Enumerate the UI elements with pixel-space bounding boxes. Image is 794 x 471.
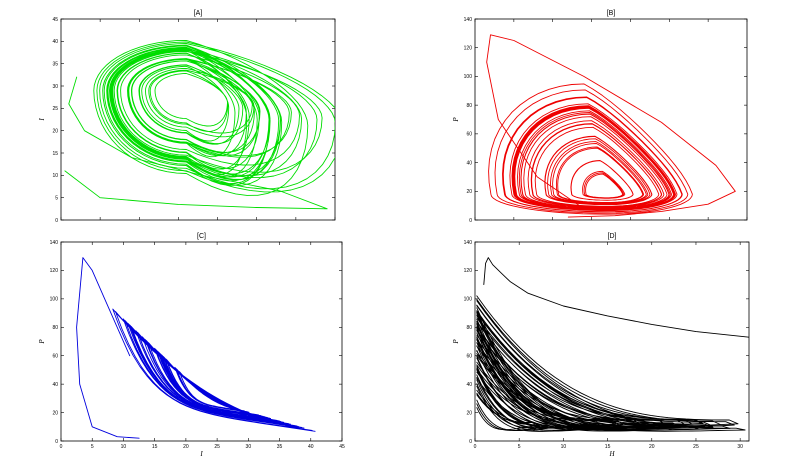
panel-c-xtick-label: 15 <box>152 444 158 450</box>
panel-a-plot-area <box>64 39 335 210</box>
panel-c-ytick-label: 40 <box>52 382 58 388</box>
panel-d-ylabel: P <box>452 339 460 345</box>
panel-c-title: [C] <box>197 233 206 240</box>
panel-c-ytick-label: 140 <box>50 240 59 246</box>
panel-c-ytick-label: 120 <box>50 268 59 274</box>
panel-b-ytick-label: 40 <box>466 160 472 166</box>
panel-b-ytick-label: 100 <box>464 74 473 80</box>
panel-c-xtick-label: 5 <box>91 444 94 450</box>
panel-d-ytick-label: 20 <box>466 410 472 416</box>
panel-c-xtick-label: 0 <box>60 444 63 450</box>
panel-d-ytick-label: 80 <box>466 325 472 331</box>
panel-d-ytick-label: 120 <box>464 268 473 274</box>
panel-d-ytick-label: 40 <box>466 382 472 388</box>
panel-c-series-line <box>76 257 140 439</box>
panel-d-xtick-label: 30 <box>737 444 743 450</box>
panel-c-ytick-label: 20 <box>52 410 58 416</box>
panel-b: [B] 0 20 40 60 80 100 120 140 P <box>452 10 748 224</box>
panel-a: [A] 0 5 10 15 20 25 30 35 40 45 I <box>38 10 336 224</box>
panel-c-ytick-label: 0 <box>55 439 58 445</box>
panel-c-xlabel: I <box>199 450 203 458</box>
panel-a-ytick-label: 20 <box>52 128 58 134</box>
panel-d-ytick-label: 100 <box>464 297 473 303</box>
panel-c-attractor-mark <box>112 308 316 432</box>
panel-d-xlabel: H <box>608 450 615 458</box>
panel-c-xtick-label: 45 <box>339 444 345 450</box>
panel-a-ytick-label: 5 <box>55 195 58 201</box>
panel-d-xtick-label: 25 <box>693 444 699 450</box>
panel-c-plot-area <box>76 257 316 439</box>
panel-c: [C] 0 20 40 60 80 100 120 140 0 5 10 15 20 25 30 35 40 45 P… <box>38 233 345 458</box>
panel-a-series-line <box>64 76 328 210</box>
panel-c-xtick-label: 20 <box>183 444 189 450</box>
panel-b-axes <box>474 18 748 221</box>
panel-c-ylabel: P <box>38 339 46 345</box>
panel-b-plot-area <box>486 34 736 218</box>
panel-a-ytick-label: 30 <box>52 84 58 90</box>
panel-b-attractor-mark <box>488 83 693 215</box>
panel-a-ytick-label: 15 <box>52 151 58 157</box>
panel-d-series-line <box>483 257 749 338</box>
panel-d-xtick-label: 0 <box>474 444 477 450</box>
panel-a-ytick-label: 25 <box>52 106 58 112</box>
panel-b-ytick-label: 60 <box>466 132 472 138</box>
panel-c-xtick-label: 40 <box>308 444 314 450</box>
panel-d-xtick-label: 20 <box>649 444 655 450</box>
panel-c-xtick-label: 10 <box>121 444 127 450</box>
panel-b-ytick-label: 80 <box>466 103 472 109</box>
panel-a-ytick-label: 40 <box>52 39 58 45</box>
panel-d-ytick-label: 60 <box>466 354 472 360</box>
panel-c-ytick-label: 80 <box>52 325 58 331</box>
panel-d-title: [D] <box>608 233 617 240</box>
panel-d-xtick-label: 5 <box>518 444 521 450</box>
panel-a-title: [A] <box>194 10 203 17</box>
panel-a-ylabel: I <box>38 118 46 122</box>
panel-c-xtick-label: 25 <box>214 444 220 450</box>
panel-b-ytick-label: 120 <box>464 46 473 52</box>
panel-a-attractor-mark <box>93 39 335 196</box>
panel-d-ytick-label: 0 <box>469 439 472 445</box>
panel-c-axes <box>60 241 343 442</box>
panel-a-ytick-label: 35 <box>52 61 58 67</box>
panel-a-ytick-label: 0 <box>55 218 58 224</box>
panel-d-axes <box>474 241 750 442</box>
panel-a-ytick-label: 45 <box>52 17 58 23</box>
panel-a-ytick-label: 10 <box>52 173 58 179</box>
panel-c-xtick-label: 35 <box>277 444 283 450</box>
panel-d-plot-area <box>476 257 749 432</box>
panel-d-xtick-label: 10 <box>561 444 567 450</box>
panel-d-attractor-mark <box>476 295 746 432</box>
panel-d-ytick-label: 140 <box>464 240 473 246</box>
panel-c-ytick-label: 60 <box>52 354 58 360</box>
panel-d: [D] 0 20 40 60 80 100 120 140 0 5 10 15 20 25 30 P H <box>452 233 750 458</box>
panel-c-ytick-label: 100 <box>50 297 59 303</box>
panel-c-xtick-label: 30 <box>246 444 252 450</box>
panel-b-series-line <box>486 34 736 218</box>
panel-b-ylabel: P <box>452 117 460 123</box>
panel-d-xtick-label: 15 <box>605 444 611 450</box>
panel-b-ytick-label: 140 <box>464 17 473 23</box>
panel-b-title: [B] <box>607 10 616 17</box>
panel-b-ytick-label: 0 <box>469 218 472 224</box>
panel-b-ytick-label: 20 <box>466 189 472 195</box>
